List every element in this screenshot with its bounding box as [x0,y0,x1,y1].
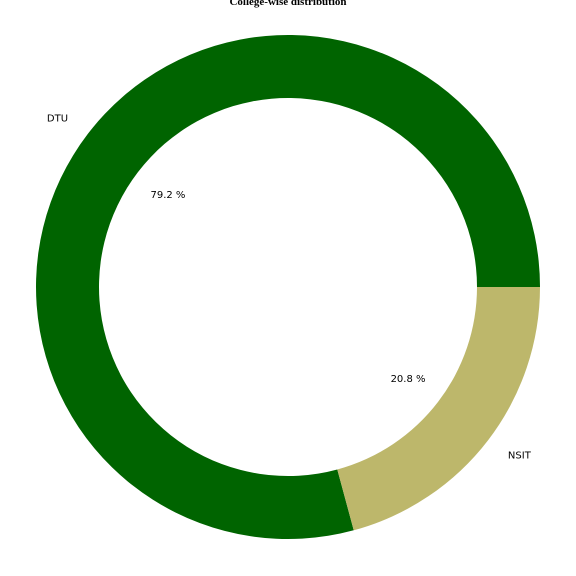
slice-label-dtu: DTU [47,114,68,125]
chart-title: College-wise distribution [229,0,346,8]
slice-nsit [337,287,541,531]
pct-label-nsit: 20.8 % [391,374,426,385]
slice-label-nsit: NSIT [508,450,532,461]
labels-group: DTU 79.2 % NSIT 20.8 % [47,114,532,462]
pct-label-dtu: 79.2 % [150,190,185,201]
slices-group [36,35,541,540]
